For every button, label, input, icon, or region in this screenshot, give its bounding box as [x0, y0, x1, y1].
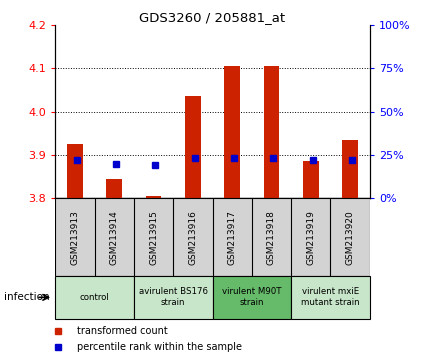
Text: virulent mxiE
mutant strain: virulent mxiE mutant strain	[301, 287, 360, 307]
Bar	[342, 140, 358, 198]
Text: transformed count: transformed count	[77, 326, 168, 336]
Bar	[264, 66, 279, 198]
Bar	[67, 144, 83, 198]
Bar	[134, 276, 212, 319]
Text: infection: infection	[4, 292, 50, 302]
Text: GSM213916: GSM213916	[188, 210, 197, 265]
Text: GSM213913: GSM213913	[71, 210, 79, 265]
Bar	[291, 276, 370, 319]
Text: GSM213918: GSM213918	[267, 210, 276, 265]
Text: GSM213919: GSM213919	[306, 210, 315, 265]
Bar	[146, 196, 162, 198]
Text: avirulent BS176
strain: avirulent BS176 strain	[139, 287, 208, 307]
Bar	[55, 276, 134, 319]
Text: GSM213914: GSM213914	[110, 210, 119, 264]
Bar	[224, 66, 240, 198]
Text: GSM213917: GSM213917	[228, 210, 237, 265]
Text: GSM213915: GSM213915	[149, 210, 158, 265]
Text: GSM213920: GSM213920	[346, 210, 354, 264]
Bar	[212, 276, 291, 319]
Bar	[303, 161, 319, 198]
Text: virulent M90T
strain: virulent M90T strain	[222, 287, 281, 307]
Bar	[185, 96, 201, 198]
Bar	[106, 179, 122, 198]
Title: GDS3260 / 205881_at: GDS3260 / 205881_at	[139, 11, 286, 24]
Text: control: control	[79, 293, 109, 302]
Text: percentile rank within the sample: percentile rank within the sample	[77, 342, 242, 352]
